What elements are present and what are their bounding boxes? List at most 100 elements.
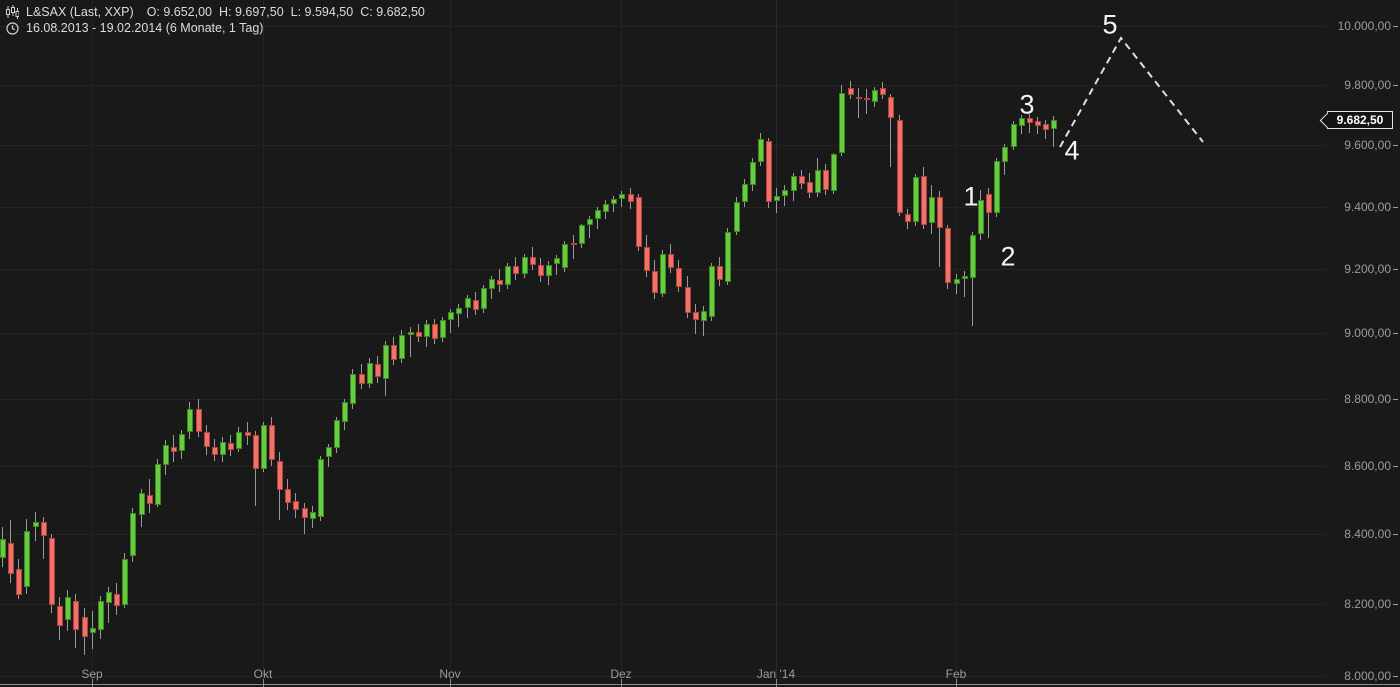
candle-body [1043, 124, 1049, 130]
y-axis-label: 8.200,00 [1344, 597, 1391, 611]
candle-body [897, 120, 903, 213]
candle-body [204, 432, 210, 447]
candle-body [391, 345, 397, 360]
candle-body [481, 288, 487, 309]
last-price-tag: 9.682,50 [1327, 111, 1393, 129]
y-axis-label: 10.000,00 [1337, 19, 1391, 33]
candle-body [367, 363, 373, 384]
month-label: Jan '14 [756, 667, 796, 681]
candle-body [644, 247, 650, 271]
header-row-period: 16.08.2013 - 19.02.2014 (6 Monate, 1 Tag… [6, 20, 425, 36]
candle-body [98, 601, 104, 630]
candle-body [994, 161, 1000, 213]
candle-body [945, 228, 951, 283]
candle-body [465, 298, 471, 308]
y-axis-label: 9.600,00 [1344, 138, 1391, 152]
candle-body [660, 254, 666, 294]
candle-wick [703, 306, 704, 336]
candle-wick [988, 188, 989, 238]
grid-line-horizontal [0, 676, 1326, 677]
candle-body [880, 88, 886, 95]
grid-line-month [92, 0, 93, 684]
candle-wick [556, 255, 557, 275]
candle-body [522, 257, 528, 274]
candle-body [872, 90, 878, 102]
candle-body [57, 606, 63, 626]
candle-wick [589, 216, 590, 238]
candle-body [791, 176, 797, 191]
candle-body [122, 559, 128, 605]
candle-body [261, 425, 267, 469]
candle-body [782, 190, 788, 196]
candle-body [456, 308, 462, 314]
candle-body [611, 199, 617, 204]
grid-line-month [621, 0, 622, 684]
candle-body [440, 320, 446, 338]
candle-body [228, 443, 234, 450]
y-axis-tick [1393, 534, 1398, 535]
grid-line-horizontal [0, 145, 1326, 146]
ohlc-open: O: 9.652,00 [146, 5, 213, 19]
candle-body [554, 258, 560, 264]
candle-body [921, 176, 927, 225]
candle-wick [964, 271, 965, 297]
month-label: Nov [439, 667, 461, 681]
candle-body [717, 266, 723, 280]
ohlc-close: C: 9.682,50 [360, 5, 425, 19]
wave-label-3: 3 [1019, 89, 1035, 120]
candle-body [359, 374, 365, 384]
ohlc-high: H: 9.697,50 [219, 5, 284, 19]
candle-body [350, 374, 356, 404]
candle-body [619, 194, 625, 199]
candle-body [285, 489, 291, 503]
candle-wick [450, 309, 451, 333]
month-label: Okt [253, 667, 273, 681]
candle-wick [304, 503, 305, 534]
candle-body [668, 254, 674, 268]
candle-body [1027, 118, 1033, 123]
candle-body [709, 266, 715, 317]
candle-body [571, 243, 577, 245]
y-axis-tick [1393, 399, 1398, 400]
candle-body [49, 538, 55, 605]
candle-body [970, 235, 976, 278]
grid-line-horizontal [0, 399, 1326, 400]
chart-header: L&SAX (Last, XXP) O: 9.652,00 H: 9.697,5… [6, 4, 425, 36]
candle-body [725, 232, 731, 282]
grid-line-month [776, 0, 777, 684]
candle-body [530, 257, 536, 265]
candle-body [937, 197, 943, 228]
candle-body [628, 194, 634, 202]
candle-wick [410, 327, 411, 357]
x-axis-tick [776, 679, 777, 687]
wave-label-1: 1 [963, 181, 979, 212]
candle-body [334, 420, 340, 448]
x-axis-tick [263, 679, 264, 687]
y-axis-tick [1393, 269, 1398, 270]
candle-wick [939, 191, 940, 267]
candle-body [978, 200, 984, 234]
candle-wick [1053, 116, 1054, 147]
y-axis-tick [1393, 207, 1398, 208]
grid-line-horizontal [0, 26, 1326, 27]
candle-body [1019, 118, 1025, 126]
y-axis-label: 8.000,00 [1344, 669, 1391, 683]
y-axis-label: 9.800,00 [1344, 78, 1391, 92]
candle-body [163, 445, 169, 465]
clock-icon [6, 21, 19, 35]
candle-body [473, 300, 479, 310]
grid-line-month [956, 0, 957, 684]
candle-body [1002, 147, 1008, 162]
wave-label-2: 2 [1000, 241, 1016, 272]
candlestick-chart-icon [6, 5, 19, 19]
candle-body [856, 97, 862, 99]
candle-body [986, 194, 992, 213]
candle-body [0, 539, 6, 558]
y-axis-label: 8.400,00 [1344, 527, 1391, 541]
candle-body [831, 154, 837, 191]
candle-body [701, 311, 707, 321]
wave-label-5: 5 [1102, 9, 1118, 40]
candle-body [962, 276, 968, 279]
candle-body [888, 97, 894, 118]
